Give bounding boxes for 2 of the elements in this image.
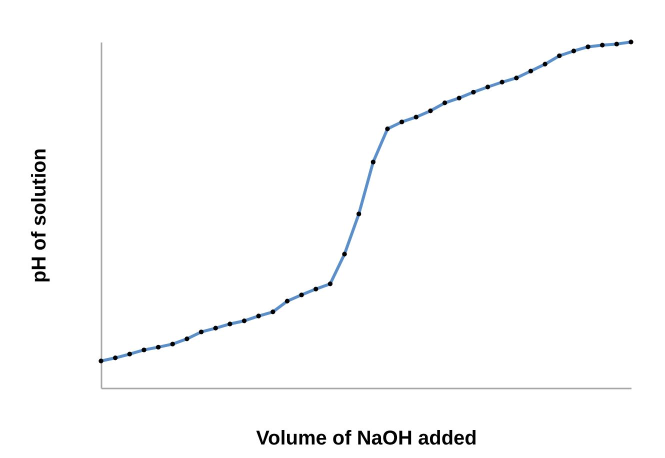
y-axis-title: pH of solution bbox=[28, 148, 50, 283]
x-axis-title: Volume of NaOH added bbox=[256, 428, 477, 450]
